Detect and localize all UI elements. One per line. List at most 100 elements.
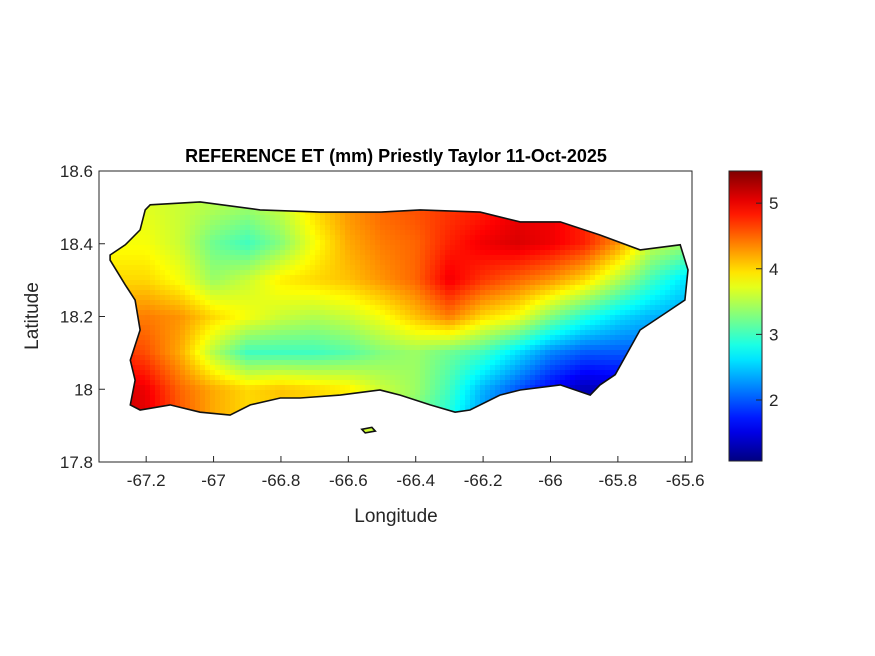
heat-cell [400,320,406,326]
heat-cell [680,280,686,286]
heat-cell [260,270,266,276]
heat-cell [335,350,341,356]
heat-cell [535,230,541,236]
heat-cell [645,315,651,321]
heat-cell [285,340,291,346]
heat-cell [250,265,256,271]
heat-cell [180,245,186,251]
heat-cell [480,335,486,341]
heat-cell [310,250,316,256]
heat-cell [565,230,571,236]
heat-cell [140,255,146,261]
heat-cell [405,370,411,376]
heat-cell [460,220,466,226]
heat-cell [120,265,126,271]
heat-cell [180,230,186,236]
heat-cell [340,225,346,231]
heat-cell [305,300,311,306]
heat-cell [190,250,196,256]
heat-cell [275,215,281,221]
heat-cell [580,255,586,261]
heat-cell [625,345,631,351]
heat-cell [495,335,501,341]
heat-cell [350,345,356,351]
heat-cell [380,345,386,351]
heat-cell [490,300,496,306]
heat-cell [555,280,561,286]
heat-cell [150,380,156,386]
heat-cell [375,240,381,246]
heat-cell [395,335,401,341]
heat-cell [350,330,356,336]
heat-cell [255,325,261,331]
heat-cell [470,295,476,301]
heat-cell [165,320,171,326]
heat-cell [560,345,566,351]
heat-cell [635,270,641,276]
heat-cell [430,285,436,291]
heat-cell [435,235,441,241]
heat-cell [220,230,226,236]
heat-cell [295,335,301,341]
heat-cell [245,330,251,336]
heat-cell [340,370,346,376]
heat-cell [345,220,351,226]
heat-cell [145,215,151,221]
heat-cell [550,285,556,291]
heat-cell [290,260,296,266]
heat-cell [185,375,191,381]
heat-cell [240,355,246,361]
heat-cell [350,230,356,236]
heat-cell [285,385,291,391]
heat-cell [405,380,411,386]
heat-cell [240,265,246,271]
heat-cell [520,290,526,296]
heat-cell [675,260,681,266]
heat-cell [260,220,266,226]
heat-cell [170,350,176,356]
heat-cell [270,355,276,361]
heat-cell [525,295,531,301]
heat-cell [535,380,541,386]
heat-cell [240,230,246,236]
heat-cell [240,240,246,246]
heat-cell [605,335,611,341]
heat-cell [290,315,296,321]
heat-cell [670,285,676,291]
heat-cell [570,330,576,336]
heat-cell [185,235,191,241]
heat-cell [325,375,331,381]
heat-cell [425,355,431,361]
heat-cell [155,390,161,396]
heat-cell [435,240,441,246]
heat-cell [245,340,251,346]
heat-cell [410,310,416,316]
heat-cell [565,290,571,296]
heat-cell [600,300,606,306]
heat-cell [375,320,381,326]
heat-cell [345,280,351,286]
heat-cell [190,260,196,266]
heat-cell [580,320,586,326]
heat-cell [495,235,501,241]
heat-cell [495,340,501,346]
heat-cell [545,245,551,251]
heat-cell [250,395,256,401]
heat-cell [410,220,416,226]
heat-cell [440,360,446,366]
heat-cell [560,335,566,341]
heat-cell [175,305,181,311]
heat-cell [410,370,416,376]
heat-cell [175,355,181,361]
heat-cell [585,230,591,236]
heat-cell [325,330,331,336]
heat-cell [205,260,211,266]
heat-cell [575,295,581,301]
heat-cell [340,290,346,296]
heat-cell [455,240,461,246]
heat-cell [265,230,271,236]
heat-cell [265,300,271,306]
heat-cell [630,280,636,286]
heat-cell [335,305,341,311]
heat-cell [140,230,146,236]
